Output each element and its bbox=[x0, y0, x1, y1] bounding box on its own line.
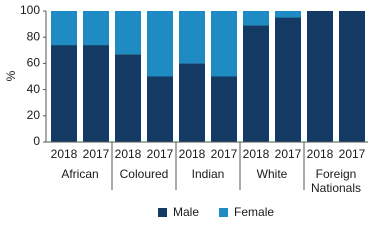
x-tick-label: 2017 bbox=[275, 147, 302, 161]
x-tick-label: 2017 bbox=[147, 147, 174, 161]
y-tick-label: 100 bbox=[20, 3, 40, 17]
bar-segment bbox=[339, 11, 365, 142]
y-axis-label: % bbox=[4, 70, 18, 81]
bar-segment bbox=[179, 11, 205, 64]
legend-label: Male bbox=[173, 205, 199, 219]
bar-segment bbox=[275, 17, 301, 142]
bar-segment bbox=[115, 54, 141, 143]
x-tick-label: 2017 bbox=[83, 147, 110, 161]
bar-segment bbox=[243, 25, 269, 142]
group-label: Coloured bbox=[120, 167, 169, 181]
legend-swatch bbox=[158, 208, 167, 217]
bar-segment bbox=[51, 11, 77, 46]
bar-segment bbox=[147, 76, 173, 142]
group-label: Indian bbox=[192, 167, 225, 181]
x-tick-label: 2017 bbox=[339, 147, 366, 161]
bar-segment bbox=[275, 11, 301, 18]
y-tick-label: 0 bbox=[33, 134, 40, 148]
x-tick-label: 2017 bbox=[211, 147, 238, 161]
bar-segment bbox=[83, 11, 109, 46]
bar-segment bbox=[179, 63, 205, 142]
y-tick-label: 60 bbox=[27, 56, 41, 70]
bar-segment bbox=[83, 45, 109, 143]
legend-label: Female bbox=[234, 205, 274, 219]
group-label: Foreign bbox=[316, 167, 357, 181]
x-tick-label: 2018 bbox=[307, 147, 334, 161]
bar-segment bbox=[307, 11, 333, 142]
chart: % 0 20 40 60 80 100 2018 2017 2018 2017 2018 2017 20… bbox=[4, 3, 368, 219]
bar-segment bbox=[243, 11, 269, 26]
page: {"chart_data": {"type": "stacked-bar", "… bbox=[4, 3, 368, 220]
y-tick-label: 40 bbox=[27, 82, 41, 96]
group-label: Nationals bbox=[311, 181, 361, 195]
bar-segment bbox=[51, 45, 77, 143]
bar-segment bbox=[147, 11, 173, 77]
bar-segment bbox=[211, 11, 237, 77]
x-tick-label: 2018 bbox=[243, 147, 270, 161]
x-tick-label: 2018 bbox=[115, 147, 142, 161]
group-label: White bbox=[257, 167, 288, 181]
x-tick-label: 2018 bbox=[51, 147, 78, 161]
y-tick-label: 80 bbox=[27, 29, 41, 43]
bar-segment bbox=[211, 76, 237, 142]
group-label: African bbox=[61, 167, 98, 181]
x-tick-label: 2018 bbox=[179, 147, 206, 161]
legend-swatch bbox=[219, 208, 229, 217]
y-tick-label: 20 bbox=[27, 108, 41, 122]
bar-segment bbox=[115, 11, 141, 55]
